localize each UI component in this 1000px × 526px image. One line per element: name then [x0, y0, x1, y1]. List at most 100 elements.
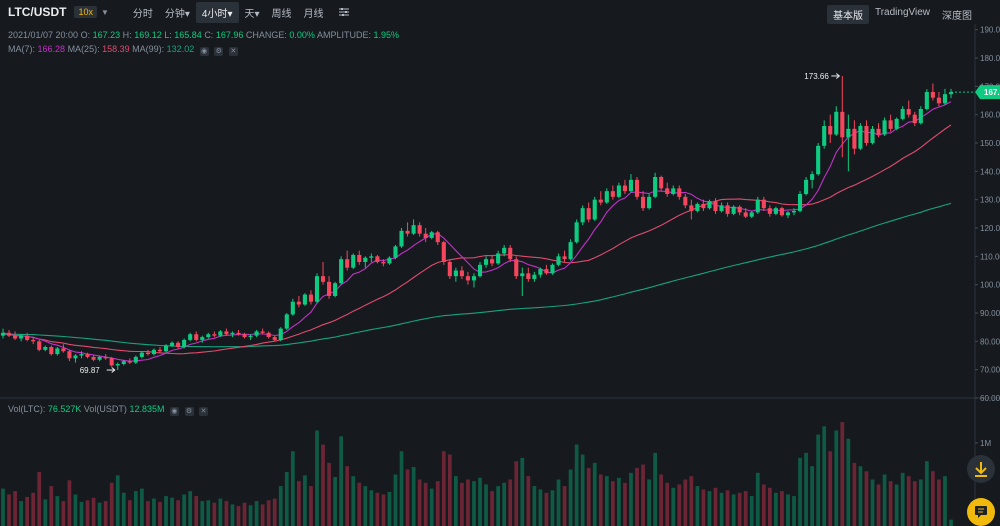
- candle-body: [797, 194, 803, 211]
- volume-bar: [423, 482, 428, 526]
- candle-body: [906, 109, 911, 115]
- chevron-down-icon[interactable]: ▼: [100, 7, 109, 17]
- view-tab[interactable]: 深度图: [942, 11, 972, 22]
- volume-bar: [290, 451, 295, 526]
- interval-tab[interactable]: 周线: [271, 8, 292, 20]
- view-tab[interactable]: TradingView: [874, 7, 930, 18]
- candle-body: [912, 114, 917, 124]
- candle-body: [393, 246, 398, 258]
- volume-bar: [19, 501, 23, 526]
- volume-bar: [284, 472, 289, 526]
- open-label: O:: [80, 30, 91, 40]
- candle-body: [447, 262, 452, 277]
- candle-body: [254, 331, 259, 336]
- interval-tab[interactable]: 分钟▾: [164, 8, 190, 20]
- candle-body: [218, 331, 223, 336]
- volume-bar: [683, 479, 688, 526]
- candle-body: [707, 201, 712, 209]
- volume-bar: [188, 491, 193, 526]
- candle-body: [477, 264, 483, 277]
- high-annotation-arrowhead: [835, 73, 841, 79]
- volume-bar: [586, 467, 591, 526]
- candle-body: [242, 334, 247, 338]
- candle-body: [520, 273, 525, 277]
- interval-tab[interactable]: 4小时▾: [195, 1, 239, 23]
- candle-body: [375, 256, 380, 262]
- volume-bar: [103, 501, 108, 526]
- volume-legend: Vol(LTC): 76.527K Vol(USDT) 12.835M ◉ ⚙ …: [8, 404, 209, 416]
- candle-body: [278, 328, 283, 340]
- candle-body: [6, 332, 12, 336]
- candle-body: [882, 120, 887, 135]
- symbol-title[interactable]: LTC/USDT: [8, 5, 67, 19]
- volume-bar: [695, 486, 700, 526]
- candle-body: [918, 109, 923, 124]
- volume-bar: [152, 498, 156, 526]
- candle-body: [653, 177, 658, 197]
- interval-tab[interactable]: 分时: [132, 8, 153, 20]
- candle-body: [145, 352, 150, 355]
- change-value: 0.00%: [289, 30, 315, 40]
- volume-bar: [894, 484, 899, 526]
- candle-body: [49, 347, 54, 355]
- indicator-settings-icon[interactable]: [338, 7, 350, 17]
- volume-bar: [387, 491, 392, 526]
- interval-tab[interactable]: 天▾: [244, 8, 260, 20]
- candle-body: [369, 256, 374, 258]
- volume-bar: [900, 472, 905, 526]
- volume-bar: [924, 461, 929, 526]
- close-value: 167.96: [215, 30, 244, 40]
- settings-icon[interactable]: ⚙: [214, 47, 224, 56]
- leverage-badge[interactable]: 10x: [74, 6, 97, 18]
- candle-body: [719, 205, 724, 211]
- download-button[interactable]: [967, 455, 995, 483]
- candle-body: [514, 259, 519, 277]
- volume-bar: [514, 461, 519, 526]
- volume-bar: [248, 505, 253, 526]
- open-value: 167.23: [92, 30, 121, 40]
- volume-bar: [351, 476, 356, 526]
- volume-bar: [490, 491, 494, 526]
- volume-bar: [369, 490, 374, 526]
- candle-body: [930, 92, 935, 98]
- eye-icon[interactable]: ◉: [169, 407, 179, 416]
- volume-bar: [315, 430, 319, 526]
- volume-bar: [834, 430, 839, 526]
- candle-body: [85, 354, 90, 357]
- volume-bar: [617, 477, 621, 526]
- volume-bar: [266, 500, 271, 526]
- eye-icon[interactable]: ◉: [199, 47, 209, 56]
- volume-bar: [629, 472, 633, 526]
- candle-body: [417, 225, 422, 234]
- volume-bar: [701, 489, 706, 526]
- close-icon[interactable]: ✕: [228, 47, 238, 56]
- close-icon[interactable]: ✕: [199, 407, 209, 416]
- volume-bar: [641, 464, 645, 526]
- volume-bar: [327, 462, 331, 526]
- candle-body: [272, 337, 277, 340]
- candle-body: [647, 196, 652, 209]
- y-tick-label: 80.00: [980, 337, 1000, 346]
- candle-body: [163, 345, 169, 352]
- settings-icon[interactable]: ⚙: [184, 407, 194, 416]
- high-annotation: 173.66: [804, 72, 829, 81]
- view-tab[interactable]: 基本版: [826, 5, 869, 24]
- candle-body: [345, 259, 350, 268]
- candle-body: [755, 199, 760, 213]
- volume-bar: [339, 436, 344, 526]
- volume-bar: [858, 466, 863, 526]
- ohlc-legend: 2021/01/07 20:00 O: 167.23 H: 169.12 L: …: [8, 30, 399, 40]
- volume-bar: [453, 476, 458, 526]
- volume-bar: [931, 471, 935, 526]
- ma25-value: 158.39: [102, 44, 130, 54]
- interval-tab[interactable]: 月线: [303, 8, 324, 20]
- chat-button[interactable]: [967, 498, 995, 526]
- candle-body: [194, 334, 199, 340]
- candle-body: [429, 232, 434, 238]
- volume-bar: [429, 488, 434, 526]
- volume-bar: [194, 496, 199, 526]
- volume-bar: [303, 475, 307, 526]
- ma99-line: [3, 202, 952, 348]
- candle-body: [55, 348, 60, 355]
